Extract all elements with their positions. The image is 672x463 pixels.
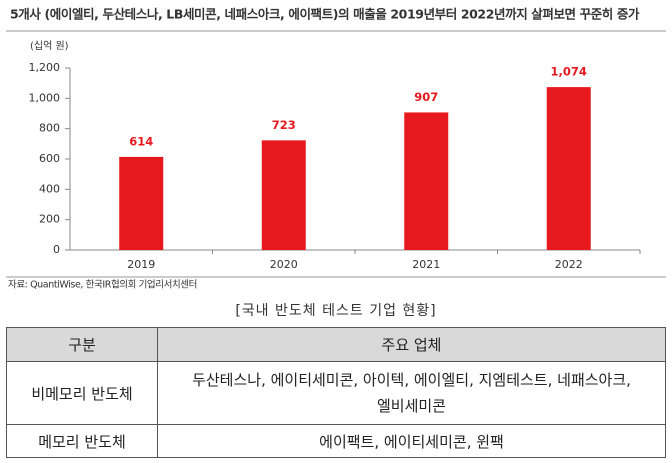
bar bbox=[119, 156, 164, 250]
chart: 5개사 (에이엘티, 두산테스나, LB세미콘, 네패스아크, 에이팩트)의 매… bbox=[6, 7, 666, 291]
x-tick-label: 2021 bbox=[412, 258, 440, 271]
y-tick-label: 600 bbox=[39, 152, 60, 165]
y-tick-label: 400 bbox=[39, 182, 60, 195]
table-cell: 두산테스나, 에이티세미콘, 아이텍, 에이엘티, 지엠테스트, 네패스아크, … bbox=[157, 361, 666, 425]
bar bbox=[546, 87, 591, 250]
table-caption: [국내 반도체 테스트 기업 현황] bbox=[235, 303, 437, 319]
table-row: 메모리 반도체 에이팩트, 에이티세미콘, 윈팩 bbox=[6, 424, 666, 458]
header-row: 구분 주요 업체 bbox=[6, 327, 666, 362]
y-tick-label: 200 bbox=[39, 213, 60, 226]
value-label: 907 bbox=[414, 90, 438, 104]
bar bbox=[404, 112, 449, 251]
y-tick-label: 800 bbox=[39, 122, 60, 135]
table-cell: 에이팩트, 에이티세미콘, 윈팩 bbox=[157, 424, 666, 458]
value-label: 1,074 bbox=[551, 65, 587, 79]
table-row: 비메모리 반도체 두산테스나, 에이티세미콘, 아이텍, 에이엘티, 지엠테스트… bbox=[6, 361, 666, 425]
x-tick-label: 2020 bbox=[270, 258, 298, 271]
source: 자료: QuantiWise, 한국IR협의회 기업리서치센터 bbox=[8, 279, 197, 291]
x-tick-label: 2022 bbox=[555, 258, 583, 271]
y-tick-label: 1,200 bbox=[29, 61, 61, 74]
value-label: 723 bbox=[272, 118, 296, 132]
bar bbox=[261, 140, 306, 250]
company-table: 구분 주요 업체 비메모리 반도체 두산테스나, 에이티세미콘, 아이텍, 에이… bbox=[6, 327, 666, 458]
header-cell: 구분 bbox=[6, 327, 158, 362]
y-tick-label: 0 bbox=[53, 243, 60, 256]
table-cell: 메모리 반도체 bbox=[6, 424, 158, 458]
chart-title: 5개사 (에이엘티, 두산테스나, LB세미콘, 네패스아크, 에이팩트)의 매… bbox=[10, 7, 640, 22]
y-tick-label: 1,000 bbox=[29, 91, 61, 104]
header-cell: 주요 업체 bbox=[157, 327, 666, 362]
table-cell: 비메모리 반도체 bbox=[6, 361, 158, 425]
x-tick-label: 2019 bbox=[127, 258, 155, 271]
cell-text: 두산테스나, 에이티세미콘, 아이텍, 에이엘티, 지엠테스트, 네패스아크, … bbox=[192, 371, 631, 415]
y-axis-label: (십억 원) bbox=[30, 40, 69, 52]
value-label: 614 bbox=[129, 134, 153, 148]
